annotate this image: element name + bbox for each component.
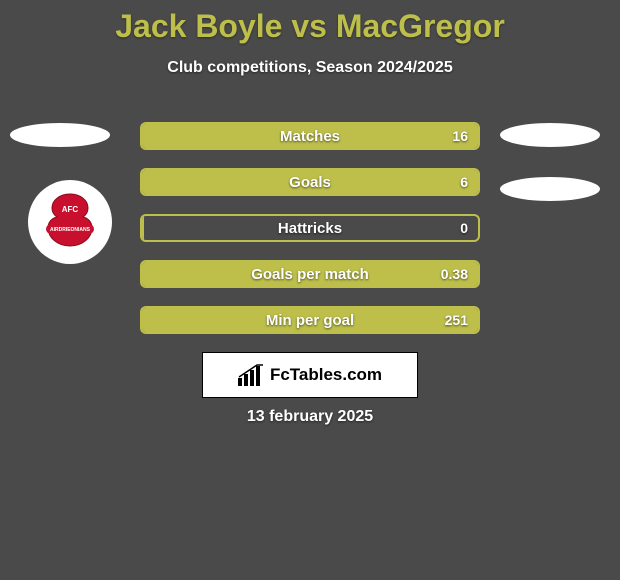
site-logo-icon [238,364,264,386]
club-badge-icon: AFC AIRDRIEONIANS [38,190,102,254]
stat-bar-label: Hattricks [142,216,478,240]
decor-oval-right-1 [500,123,600,147]
stat-bar-label: Goals per match [142,262,478,286]
stat-bar-label: Matches [142,124,478,148]
club-badge: AFC AIRDRIEONIANS [28,180,112,264]
stat-bar-value: 6 [460,170,468,194]
stat-bar-matches: Matches 16 [140,122,480,150]
site-logo-box: FcTables.com [202,352,418,398]
page-title: Jack Boyle vs MacGregor [0,0,620,45]
site-logo-text: FcTables.com [270,365,382,385]
club-badge-banner: AIRDRIEONIANS [50,227,91,233]
stat-bar-label: Goals [142,170,478,194]
stat-bar-value: 251 [445,308,468,332]
stat-bar-label: Min per goal [142,308,478,332]
stat-bar-value: 0.38 [441,262,468,286]
decor-oval-left [10,123,110,147]
stat-bar-goals-per-match: Goals per match 0.38 [140,260,480,288]
stat-bar-value: 0 [460,216,468,240]
stat-bar-goals: Goals 6 [140,168,480,196]
stat-bar-min-per-goal: Min per goal 251 [140,306,480,334]
stat-bar-value: 16 [452,124,468,148]
decor-oval-right-2 [500,177,600,201]
footer-date: 13 february 2025 [0,408,620,426]
stat-bars: Matches 16 Goals 6 Hattricks 0 Goals per… [140,122,480,352]
stat-bar-hattricks: Hattricks 0 [140,214,480,242]
page-subtitle: Club competitions, Season 2024/2025 [0,59,620,77]
club-badge-abbr: AFC [62,205,79,214]
